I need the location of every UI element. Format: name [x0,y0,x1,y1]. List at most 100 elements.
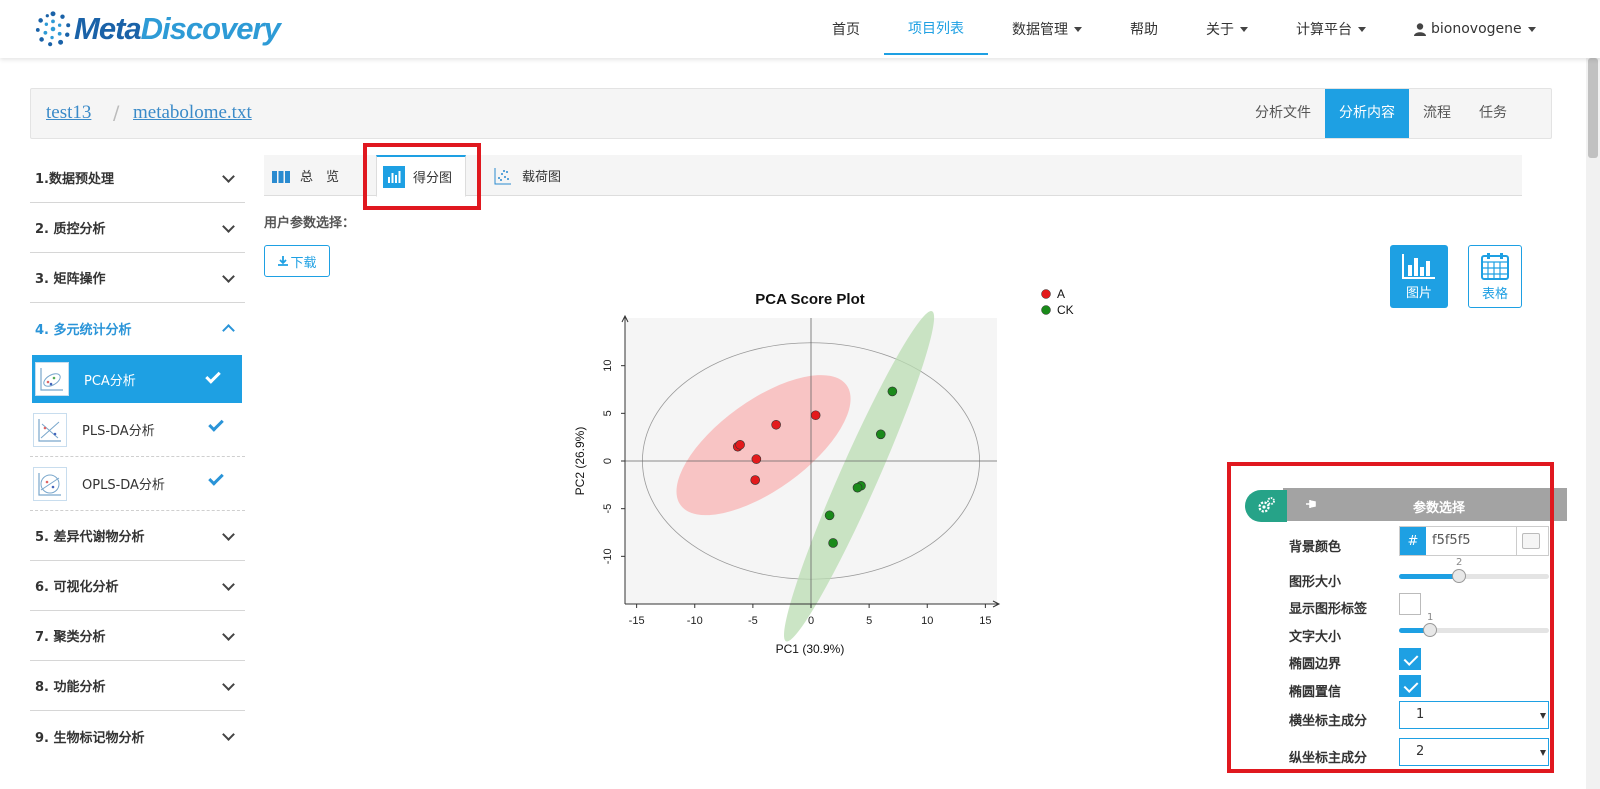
caret-down-icon [1358,26,1366,32]
y-axis-arrow [621,314,629,323]
chevron-down-icon [222,578,235,591]
data-point-ck [875,429,886,440]
logo[interactable]: MetaDiscovery [34,9,281,49]
font-size-label: 文字大小 [1289,630,1342,645]
sidebar-subitem-oplsda[interactable]: OPLS-DA分析 [30,457,245,511]
chevron-down-icon [222,220,235,233]
sidebar-item-visualization[interactable]: 6. 可视化分析 [30,561,245,611]
nav-help[interactable]: 帮助 [1130,22,1158,38]
chevron-up-icon [222,324,235,337]
pca-score-chart: PCA Score Plot -15 -10 -5 0 5 10 15 -10 -5 0 5 10 P… [560,280,1100,670]
oplsda-icon [33,466,67,501]
ellipse-confidence-label: 椭圆置信 [1289,685,1342,700]
data-point-ck [824,510,835,521]
x-tick-label: -15 [629,615,645,627]
size-slider-handle[interactable] [1452,569,1466,583]
analysis-tabs: 分析文件 分析内容 流程 任务 [1241,89,1551,138]
caret-down-icon [1527,26,1536,32]
bg-color-input[interactable]: # f5f5f5 [1399,526,1549,556]
tab-loading-plot[interactable]: 载荷图 [492,155,561,196]
bg-color-value[interactable]: f5f5f5 [1432,533,1471,548]
show-labels-checkbox[interactable] [1399,593,1421,615]
data-point-ck [828,538,838,548]
chevron-down-icon [222,728,235,741]
tab-analysis-content[interactable]: 分析内容 [1325,89,1409,138]
x-tick-label: 0 [808,615,814,627]
y-pc-select[interactable]: 2 [1399,738,1549,766]
x-tick-label: 5 [866,615,872,627]
view-image-button[interactable]: 图片 [1390,245,1448,308]
main-nav: 首页 项目列表 数据管理 帮助 关于 计算平台 bionovogene [808,0,1560,58]
nav-data-management[interactable]: 数据管理 [988,3,1106,55]
axes-layer [621,314,1001,608]
legend-label-a: A [1057,287,1065,301]
sidebar-item-clustering[interactable]: 7. 聚类分析 [30,611,245,661]
select-arrow-icon [1540,713,1546,719]
bar-chart-icon [1402,253,1435,279]
tab-score-plot[interactable]: 得分图 [376,155,466,197]
font-size-value: 1 [1427,612,1434,623]
y-tick-label: 0 [602,458,614,464]
breadcrumb-file-link[interactable]: metabolome.txt [133,102,252,123]
caret-down-icon [1240,26,1248,32]
nav-projects[interactable]: 项目列表 [884,3,988,55]
legend-marker-a [1041,289,1051,299]
sidebar-item-matrix[interactable]: 3. 矩阵操作 [30,253,245,303]
gears-icon [1258,497,1275,513]
nav-user-menu[interactable]: bionovogene [1390,3,1560,55]
data-point-ck [887,386,898,397]
chevron-down-icon [222,628,235,641]
page-scrollbar[interactable] [1586,58,1600,789]
tab-overview[interactable]: 总 览 [270,155,339,196]
font-size-slider-handle[interactable] [1423,623,1437,637]
chart-title: PCA Score Plot [755,291,864,308]
view-table-button[interactable]: 表格 [1468,245,1522,308]
parameter-panel-title: 参数选择 [1413,501,1466,516]
x-pc-select[interactable]: 1 [1399,701,1549,729]
sidebar-subitem-pca[interactable]: PCA分析 [32,355,242,403]
breadcrumb-project-link[interactable]: test13 [46,102,92,123]
result-tabs: 总 览 得分图 载荷图 [264,155,1522,197]
x-axis-label: PC1 (30.9%) [776,642,845,656]
x-tick-label: 15 [979,615,991,627]
download-button[interactable]: 下载 [264,245,330,277]
breadcrumb: test13 / metabolome.txt 分析文件 分析内容 流程 任务 [30,88,1552,139]
nav-home[interactable]: 首页 [832,22,860,38]
settings-toggle[interactable] [1245,490,1287,522]
logo-icon [35,11,71,47]
sidebar-item-differential[interactable]: 5. 差异代谢物分析 [30,511,245,561]
y-tick-label: 5 [602,410,614,416]
overview-icon [270,165,292,187]
sidebar-item-biomarker[interactable]: 9. 生物标记物分析 [30,711,245,761]
sidebar-item-qc[interactable]: 2. 质控分析 [30,203,245,253]
user-params-label: 用户参数选择： [264,216,356,231]
size-value: 2 [1456,557,1463,568]
y-pc-label: 纵坐标主成分 [1289,751,1368,766]
tab-pipeline[interactable]: 流程 [1423,105,1451,121]
sidebar-subitem-plsda[interactable]: PLS-DA分析 [30,403,245,457]
ellipse-border-checkbox[interactable] [1399,648,1421,670]
breadcrumb-separator: / [113,102,120,124]
tab-tasks[interactable]: 任务 [1479,105,1507,121]
scrollbar-thumb[interactable] [1588,58,1598,158]
sidebar-item-multivariate[interactable]: 4. 多元统计分析 [30,303,245,353]
pin-icon[interactable] [1305,498,1319,514]
x-tick-label: -5 [748,615,758,627]
plsda-icon [33,412,67,447]
sidebar-item-functional[interactable]: 8. 功能分析 [30,661,245,711]
ellipse-border-label: 椭圆边界 [1289,657,1342,672]
ellipse-confidence-checkbox[interactable] [1399,675,1421,697]
data-point-ck [852,482,863,493]
chart-legend: A CK [1041,287,1074,317]
font-size-slider[interactable] [1399,623,1549,637]
color-swatch[interactable] [1516,527,1548,555]
select-arrow-icon [1540,750,1546,756]
user-icon [1414,22,1426,36]
tab-analysis-files[interactable]: 分析文件 [1255,105,1311,121]
analysis-sidebar: 1.数据预处理 2. 质控分析 3. 矩阵操作 4. 多元统计分析 PCA分析 … [30,153,245,761]
size-slider[interactable] [1399,569,1549,583]
nav-about[interactable]: 关于 [1182,3,1272,55]
nav-compute-platform[interactable]: 计算平台 [1272,3,1390,55]
sidebar-item-preprocessing[interactable]: 1.数据预处理 [30,153,245,203]
y-tick-label: -5 [602,504,614,514]
